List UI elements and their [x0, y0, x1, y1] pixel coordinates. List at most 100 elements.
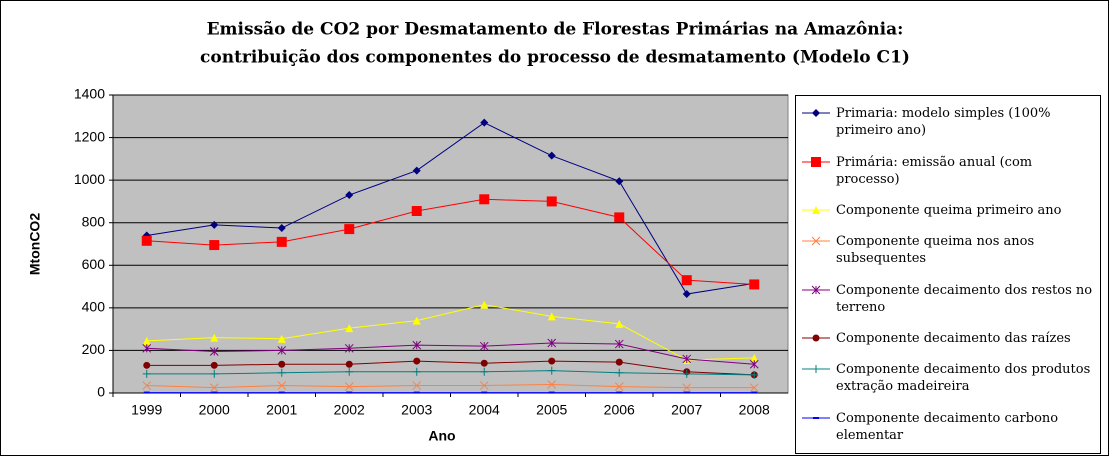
- legend-swatch: [802, 205, 830, 214]
- marker: [547, 366, 556, 375]
- series-line: [146, 383, 755, 389]
- marker: [682, 354, 692, 364]
- legend-item: Primaria: modelo simples (100% primeiro …: [800, 105, 1096, 139]
- marker: [277, 334, 286, 343]
- marker: [812, 205, 820, 214]
- marker: [811, 236, 821, 246]
- y-tick-label: 200: [82, 341, 106, 357]
- legend-item: Componente queima nos anos subsequentes: [800, 233, 1096, 267]
- marker: [547, 380, 557, 389]
- marker: [614, 339, 624, 349]
- marker: [344, 343, 354, 353]
- x-tick-label: 2004: [469, 402, 500, 418]
- marker: [480, 300, 489, 309]
- marker: [209, 240, 220, 251]
- marker: [750, 353, 759, 362]
- legend-item: Componente decaimento dos restos no terr…: [800, 282, 1096, 316]
- legend-swatch: [802, 156, 830, 167]
- marker: [142, 369, 151, 378]
- marker: [480, 367, 489, 376]
- marker: [811, 285, 821, 295]
- marker: [345, 191, 354, 200]
- marker: [412, 340, 422, 350]
- marker: [480, 118, 489, 127]
- marker: [209, 347, 219, 356]
- chart-title: Emissão de CO2 por Desmatamento de Flore…: [207, 20, 904, 40]
- series-line: [146, 342, 755, 365]
- legend-swatch: [802, 365, 830, 374]
- marker: [546, 196, 557, 207]
- y-tick-label: 1200: [74, 128, 105, 144]
- legend-item: Componente decaimento carbono elementar: [800, 410, 1096, 444]
- marker: [210, 220, 219, 229]
- marker: [276, 236, 287, 247]
- y-axis-label: MtonCO2: [27, 213, 43, 275]
- legend-item: Componente queima primeiro ano: [800, 202, 1096, 219]
- marker: [277, 381, 287, 390]
- legend-label: Componente queima primeiro ano: [836, 202, 1062, 218]
- legend-label: Primaria: modelo simples (100% primeiro …: [836, 106, 1051, 139]
- marker: [749, 279, 760, 290]
- legend-label: Componente decaimento carbono elementar: [836, 410, 1059, 443]
- y-tick-label: 400: [82, 299, 106, 315]
- plot-area: [112, 94, 789, 394]
- marker: [547, 338, 557, 348]
- marker: [682, 383, 692, 393]
- marker: [277, 368, 286, 377]
- marker: [209, 383, 219, 393]
- marker: [277, 346, 287, 355]
- x-tick-label: 2005: [536, 402, 567, 418]
- x-tick-label: 2002: [334, 402, 365, 418]
- marker: [413, 357, 421, 365]
- series-line: [146, 304, 755, 361]
- marker: [479, 381, 489, 390]
- marker: [615, 177, 624, 186]
- series-line: [146, 198, 755, 285]
- marker: [412, 367, 421, 376]
- marker: [278, 360, 286, 368]
- marker: [812, 109, 820, 118]
- marker: [345, 324, 354, 333]
- marker: [412, 316, 421, 325]
- legend-item: Primária: emissão anual (com processo): [800, 154, 1096, 188]
- legend-swatch: [802, 109, 830, 118]
- marker: [142, 381, 152, 390]
- marker: [811, 156, 821, 167]
- marker: [479, 194, 490, 205]
- marker: [479, 341, 489, 351]
- legend-swatch: [802, 285, 830, 295]
- marker: [411, 206, 422, 217]
- marker: [142, 343, 152, 353]
- marker: [412, 166, 421, 175]
- x-tick-label: 2006: [604, 402, 635, 418]
- marker: [812, 334, 820, 342]
- chart-subtitle: contribuição dos componentes do processo…: [200, 48, 910, 68]
- marker: [682, 290, 691, 299]
- x-tick-label: 2008: [739, 402, 770, 418]
- marker: [547, 151, 556, 160]
- legend-swatch: [802, 334, 830, 342]
- y-tick-label: 1400: [74, 86, 105, 102]
- legend-label: Componente queima nos anos subsequentes: [836, 234, 1035, 267]
- marker: [412, 381, 422, 390]
- marker: [547, 312, 556, 321]
- marker: [344, 224, 355, 235]
- legend: Primaria: modelo simples (100% primeiro …: [795, 95, 1101, 454]
- marker: [615, 319, 624, 328]
- legend-label: Componente decaimento das raízes: [836, 331, 1071, 347]
- marker: [548, 357, 556, 365]
- series-line: [146, 360, 755, 376]
- marker: [210, 361, 218, 369]
- marker: [614, 212, 625, 223]
- marker: [210, 369, 219, 378]
- y-tick-label: 1000: [74, 171, 105, 187]
- x-tick-label: 2001: [266, 402, 297, 418]
- marker: [749, 383, 759, 393]
- series-line: [146, 370, 755, 376]
- y-tick-label: 0: [97, 384, 105, 400]
- y-tick-label: 600: [82, 256, 106, 272]
- marker: [345, 360, 353, 368]
- marker: [344, 382, 354, 391]
- legend-swatch: [802, 236, 830, 246]
